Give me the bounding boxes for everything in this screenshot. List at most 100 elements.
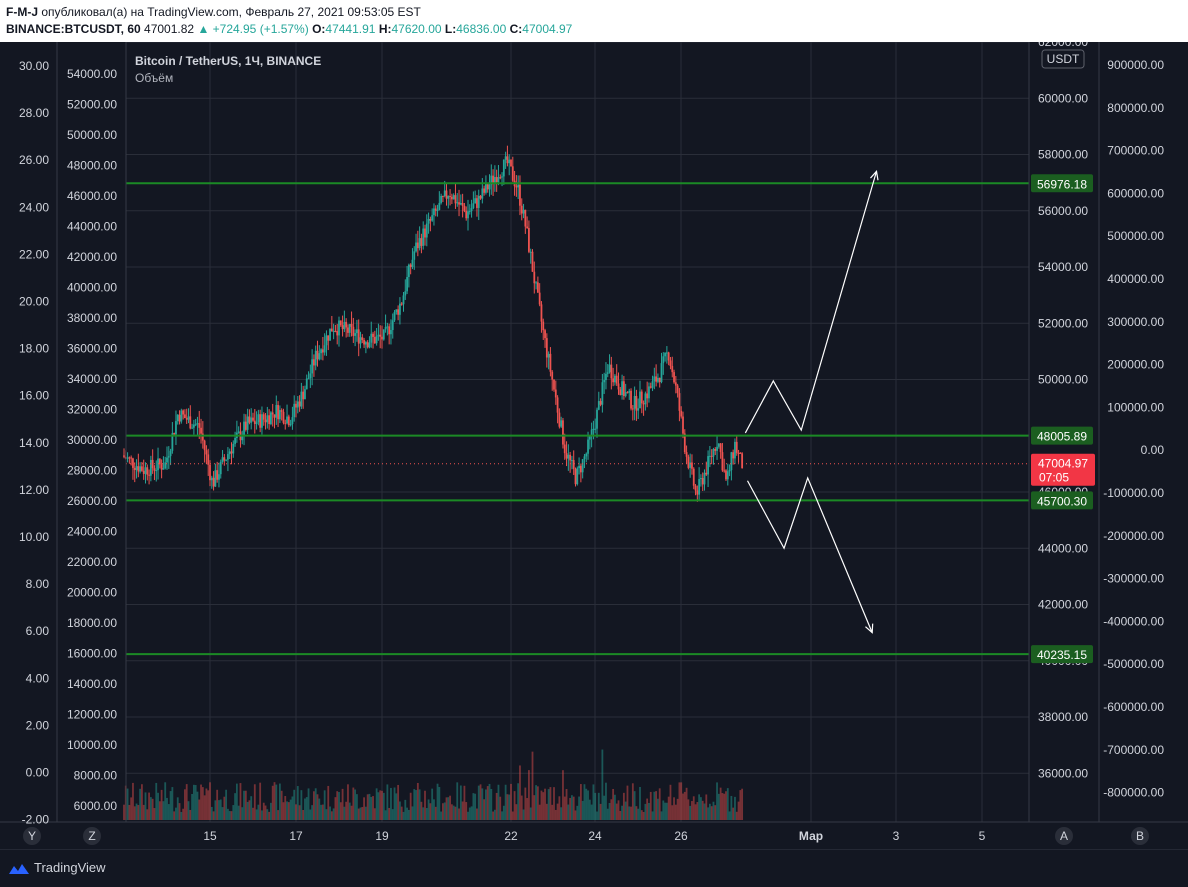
volume-bar: [282, 802, 285, 820]
volume-bar: [571, 795, 573, 820]
candle-body: [241, 435, 244, 441]
volume-bar: [418, 789, 421, 820]
volume-bar: [442, 803, 444, 820]
candle-body: [633, 395, 636, 409]
candle-body: [701, 478, 704, 485]
volume-bar: [714, 805, 717, 820]
candle-body: [418, 238, 421, 249]
volume-bar: [519, 765, 521, 820]
candle-body: [373, 336, 376, 344]
left-axis2-tick-label: 46000.00: [67, 189, 117, 203]
volume-bar: [617, 800, 620, 820]
candle-body: [325, 335, 328, 346]
volume-bar: [449, 795, 451, 820]
volume-bar: [603, 795, 606, 820]
volume-bar: [630, 806, 632, 820]
candle-body: [409, 264, 412, 267]
candle-body: [173, 433, 176, 435]
volume-bar: [612, 788, 615, 820]
candle-body: [721, 452, 724, 471]
currency-badge-box[interactable]: [1041, 49, 1085, 69]
candle-body: [447, 195, 450, 199]
left-axis2-tick-label: 18000.00: [67, 616, 117, 630]
candle-body: [203, 440, 206, 451]
volume-bar: [669, 784, 672, 820]
left-axis2-tick-label: 42000.00: [67, 250, 117, 264]
candle-body: [608, 364, 611, 373]
candle-body: [495, 176, 498, 183]
volume-bar: [585, 788, 588, 820]
candle-body: [286, 416, 288, 424]
left-axis1-tick-label: 0.00: [26, 766, 50, 780]
volume-bar: [483, 799, 486, 820]
candle-body: [542, 321, 545, 331]
volume-bar: [644, 803, 647, 820]
candle-body: [714, 448, 717, 451]
volume-bar: [409, 792, 412, 820]
volume-bar: [130, 797, 133, 820]
volume-bar: [307, 788, 310, 820]
candle-body: [164, 462, 167, 469]
candle-body: [431, 215, 434, 221]
projection-arrows[interactable]: [744, 170, 879, 634]
candle-body: [443, 190, 446, 197]
candle-body: [692, 468, 695, 486]
volume-bar: [597, 792, 600, 820]
candle-body: [479, 195, 482, 199]
candle-body: [162, 468, 165, 470]
time-tick-label: 3: [893, 829, 900, 843]
candle-body: [626, 392, 629, 394]
volume-bar: [526, 798, 529, 820]
volume-bar: [221, 807, 224, 820]
price-tick-label: 50000.00: [1038, 373, 1088, 387]
volume-bar: [569, 797, 572, 820]
volume-bar: [266, 809, 269, 820]
author-name[interactable]: F-M-J: [6, 5, 38, 19]
candle-body: [481, 188, 484, 199]
candle-body: [320, 349, 322, 354]
volume-bar: [123, 804, 125, 820]
candle-body: [490, 175, 493, 185]
volume-bar: [558, 796, 561, 820]
publish-line: F-M-J опубликовал(а) на TradingView.com,…: [6, 5, 421, 19]
candle-body: [493, 176, 496, 184]
volume-bar: [599, 803, 602, 820]
volume-bar: [158, 801, 161, 820]
volume-bar: [135, 803, 138, 820]
candle-body: [363, 340, 365, 345]
candle-body: [689, 462, 692, 468]
candle-body: [640, 391, 643, 404]
candle-body: [716, 446, 718, 451]
candle-body: [135, 466, 138, 471]
candle-body: [167, 456, 170, 458]
volume-bar: [352, 787, 355, 820]
volume-bar: [339, 802, 342, 820]
volume-bar: [323, 790, 326, 820]
candle-body: [372, 333, 374, 337]
candle-body: [216, 470, 219, 480]
candle-body: [660, 363, 663, 383]
candle-body: [585, 453, 588, 457]
chart-canvas[interactable]: 36000.0038000.0040000.0042000.0044000.00…: [0, 42, 1188, 850]
axis-button: [1055, 827, 1073, 845]
tradingview-logo-icon: [9, 863, 29, 874]
candle-body: [377, 334, 380, 337]
volume-bar: [320, 804, 322, 820]
volume-bar: [739, 790, 742, 820]
volume-bar: [660, 811, 663, 820]
candle-body: [436, 210, 439, 212]
tradingview-logo[interactable]: TradingView: [8, 860, 106, 876]
volume-bar: [338, 792, 340, 820]
candle-body: [571, 460, 573, 462]
volume-bar: [219, 799, 222, 820]
candle-body: [153, 468, 156, 471]
volume-bar: [450, 804, 453, 820]
horizontal-levels[interactable]: [126, 182, 1029, 656]
volume-bar: [703, 803, 706, 820]
volume-bar: [173, 811, 176, 820]
volume-bar: [529, 807, 532, 820]
volume-bar: [216, 789, 219, 820]
volume-bar: [171, 787, 174, 820]
volume-bar: [499, 796, 502, 820]
candle-body: [741, 453, 744, 469]
